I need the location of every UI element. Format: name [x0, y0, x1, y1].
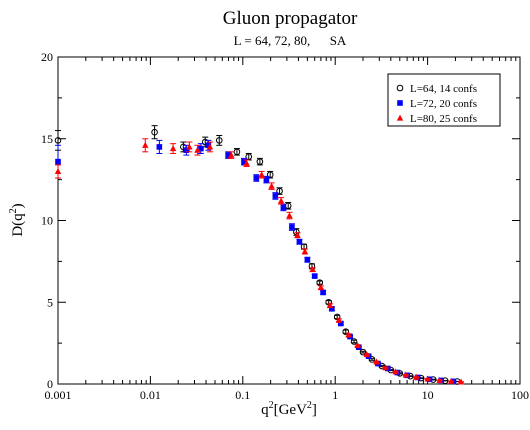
data-point	[301, 248, 309, 255]
data-point	[205, 142, 212, 149]
data-point	[268, 182, 275, 189]
x-tick-label: 1	[332, 388, 338, 402]
y-tick-label: 5	[47, 295, 53, 309]
x-axis-label: q2[GeV2]	[261, 400, 317, 418]
data-point	[243, 159, 250, 166]
data-point	[215, 137, 223, 144]
data-point	[368, 356, 376, 363]
data-point	[54, 137, 62, 144]
data-point	[289, 224, 295, 230]
data-point	[286, 212, 293, 219]
data-point	[342, 328, 350, 335]
data-series	[54, 125, 465, 385]
data-point	[266, 171, 274, 179]
data-point	[317, 284, 325, 291]
data-point	[335, 316, 343, 323]
data-point	[436, 376, 443, 383]
data-point	[345, 331, 352, 338]
y-tick-label: 0	[47, 377, 53, 391]
data-point	[156, 144, 163, 150]
series-1	[54, 125, 461, 385]
data-point	[276, 187, 283, 195]
data-point	[272, 193, 279, 199]
data-point	[338, 320, 344, 327]
data-point	[320, 289, 326, 296]
y-tick-label: 10	[41, 214, 53, 228]
data-point	[151, 128, 158, 136]
data-point	[277, 197, 285, 204]
y-axis-ticks: 0 5 10 15 20	[41, 50, 520, 391]
legend-marker	[396, 84, 404, 92]
x-tick-label: 100	[511, 388, 529, 402]
chart-title: Gluon propagator	[223, 8, 358, 29]
data-point	[402, 371, 409, 378]
legend-marker	[397, 100, 403, 106]
data-point	[296, 238, 303, 245]
data-point	[258, 171, 265, 178]
data-point	[304, 256, 311, 263]
legend-entry: L=64, 14 confs	[410, 83, 477, 95]
data-point	[382, 364, 389, 371]
x-tick-label: 10	[422, 388, 434, 402]
data-point	[183, 147, 190, 153]
y-axis-label: D(q2)	[8, 203, 26, 236]
x-axis-ticks: 0.001 0.01 0.1 1 10 100	[45, 57, 529, 402]
data-point	[228, 151, 235, 158]
legend: L=64, 14 confs L=72, 20 confs L=80, 25 con…	[387, 73, 501, 127]
data-point	[225, 152, 231, 158]
y-tick-label: 15	[41, 132, 53, 146]
y-tick-label: 20	[41, 50, 53, 64]
legend-entry: L=72, 20 confs	[410, 98, 477, 110]
data-point	[333, 313, 341, 321]
data-point	[412, 373, 420, 380]
data-point	[309, 266, 316, 273]
chart-subtitle: L = 64, 72, 80, SA	[234, 33, 347, 48]
data-point	[280, 204, 287, 211]
data-point	[363, 351, 371, 358]
data-point	[55, 158, 61, 165]
data-point	[350, 338, 358, 345]
data-point	[359, 348, 367, 356]
data-point	[294, 231, 301, 238]
data-point	[194, 146, 201, 153]
data-point	[424, 375, 431, 382]
data-point	[373, 358, 380, 365]
data-point	[329, 305, 335, 312]
data-point	[206, 143, 214, 150]
data-point	[457, 378, 465, 385]
legend-entry: L=80, 25 confs	[410, 113, 477, 125]
legend-box	[387, 73, 501, 127]
series-3	[54, 138, 465, 385]
x-tick-label: 0.1	[235, 388, 250, 402]
legend-marker	[396, 114, 404, 121]
x-tick-label: 0.01	[140, 388, 161, 402]
data-point	[253, 175, 260, 181]
data-point	[142, 141, 149, 148]
data-point	[311, 273, 318, 279]
data-point	[354, 342, 361, 349]
data-point	[198, 145, 204, 152]
data-point	[241, 158, 247, 165]
series-2	[55, 139, 457, 385]
data-point	[392, 368, 399, 375]
data-point	[256, 158, 264, 165]
x-tick-label: 0.001	[45, 388, 72, 402]
data-point	[326, 302, 334, 309]
data-point	[186, 143, 193, 150]
data-point	[447, 377, 455, 384]
data-point	[54, 168, 62, 175]
data-point	[169, 145, 177, 152]
data-point	[263, 176, 270, 183]
